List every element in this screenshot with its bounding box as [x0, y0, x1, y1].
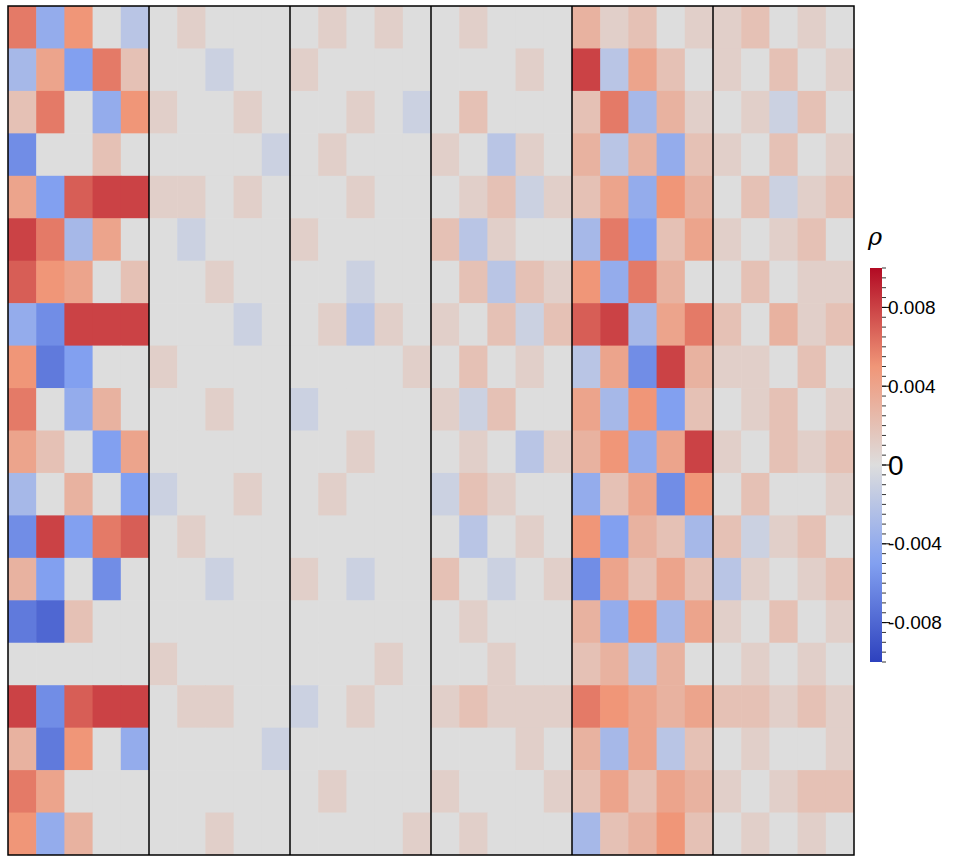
svg-text:ρ: ρ [867, 223, 882, 251]
svg-text:0: 0 [888, 450, 904, 481]
svg-text:0.004: 0.004 [888, 376, 936, 397]
svg-text:0.008: 0.008 [888, 297, 936, 318]
svg-text:-0.004: -0.004 [888, 533, 942, 554]
svg-text:-0.008: -0.008 [888, 612, 942, 633]
